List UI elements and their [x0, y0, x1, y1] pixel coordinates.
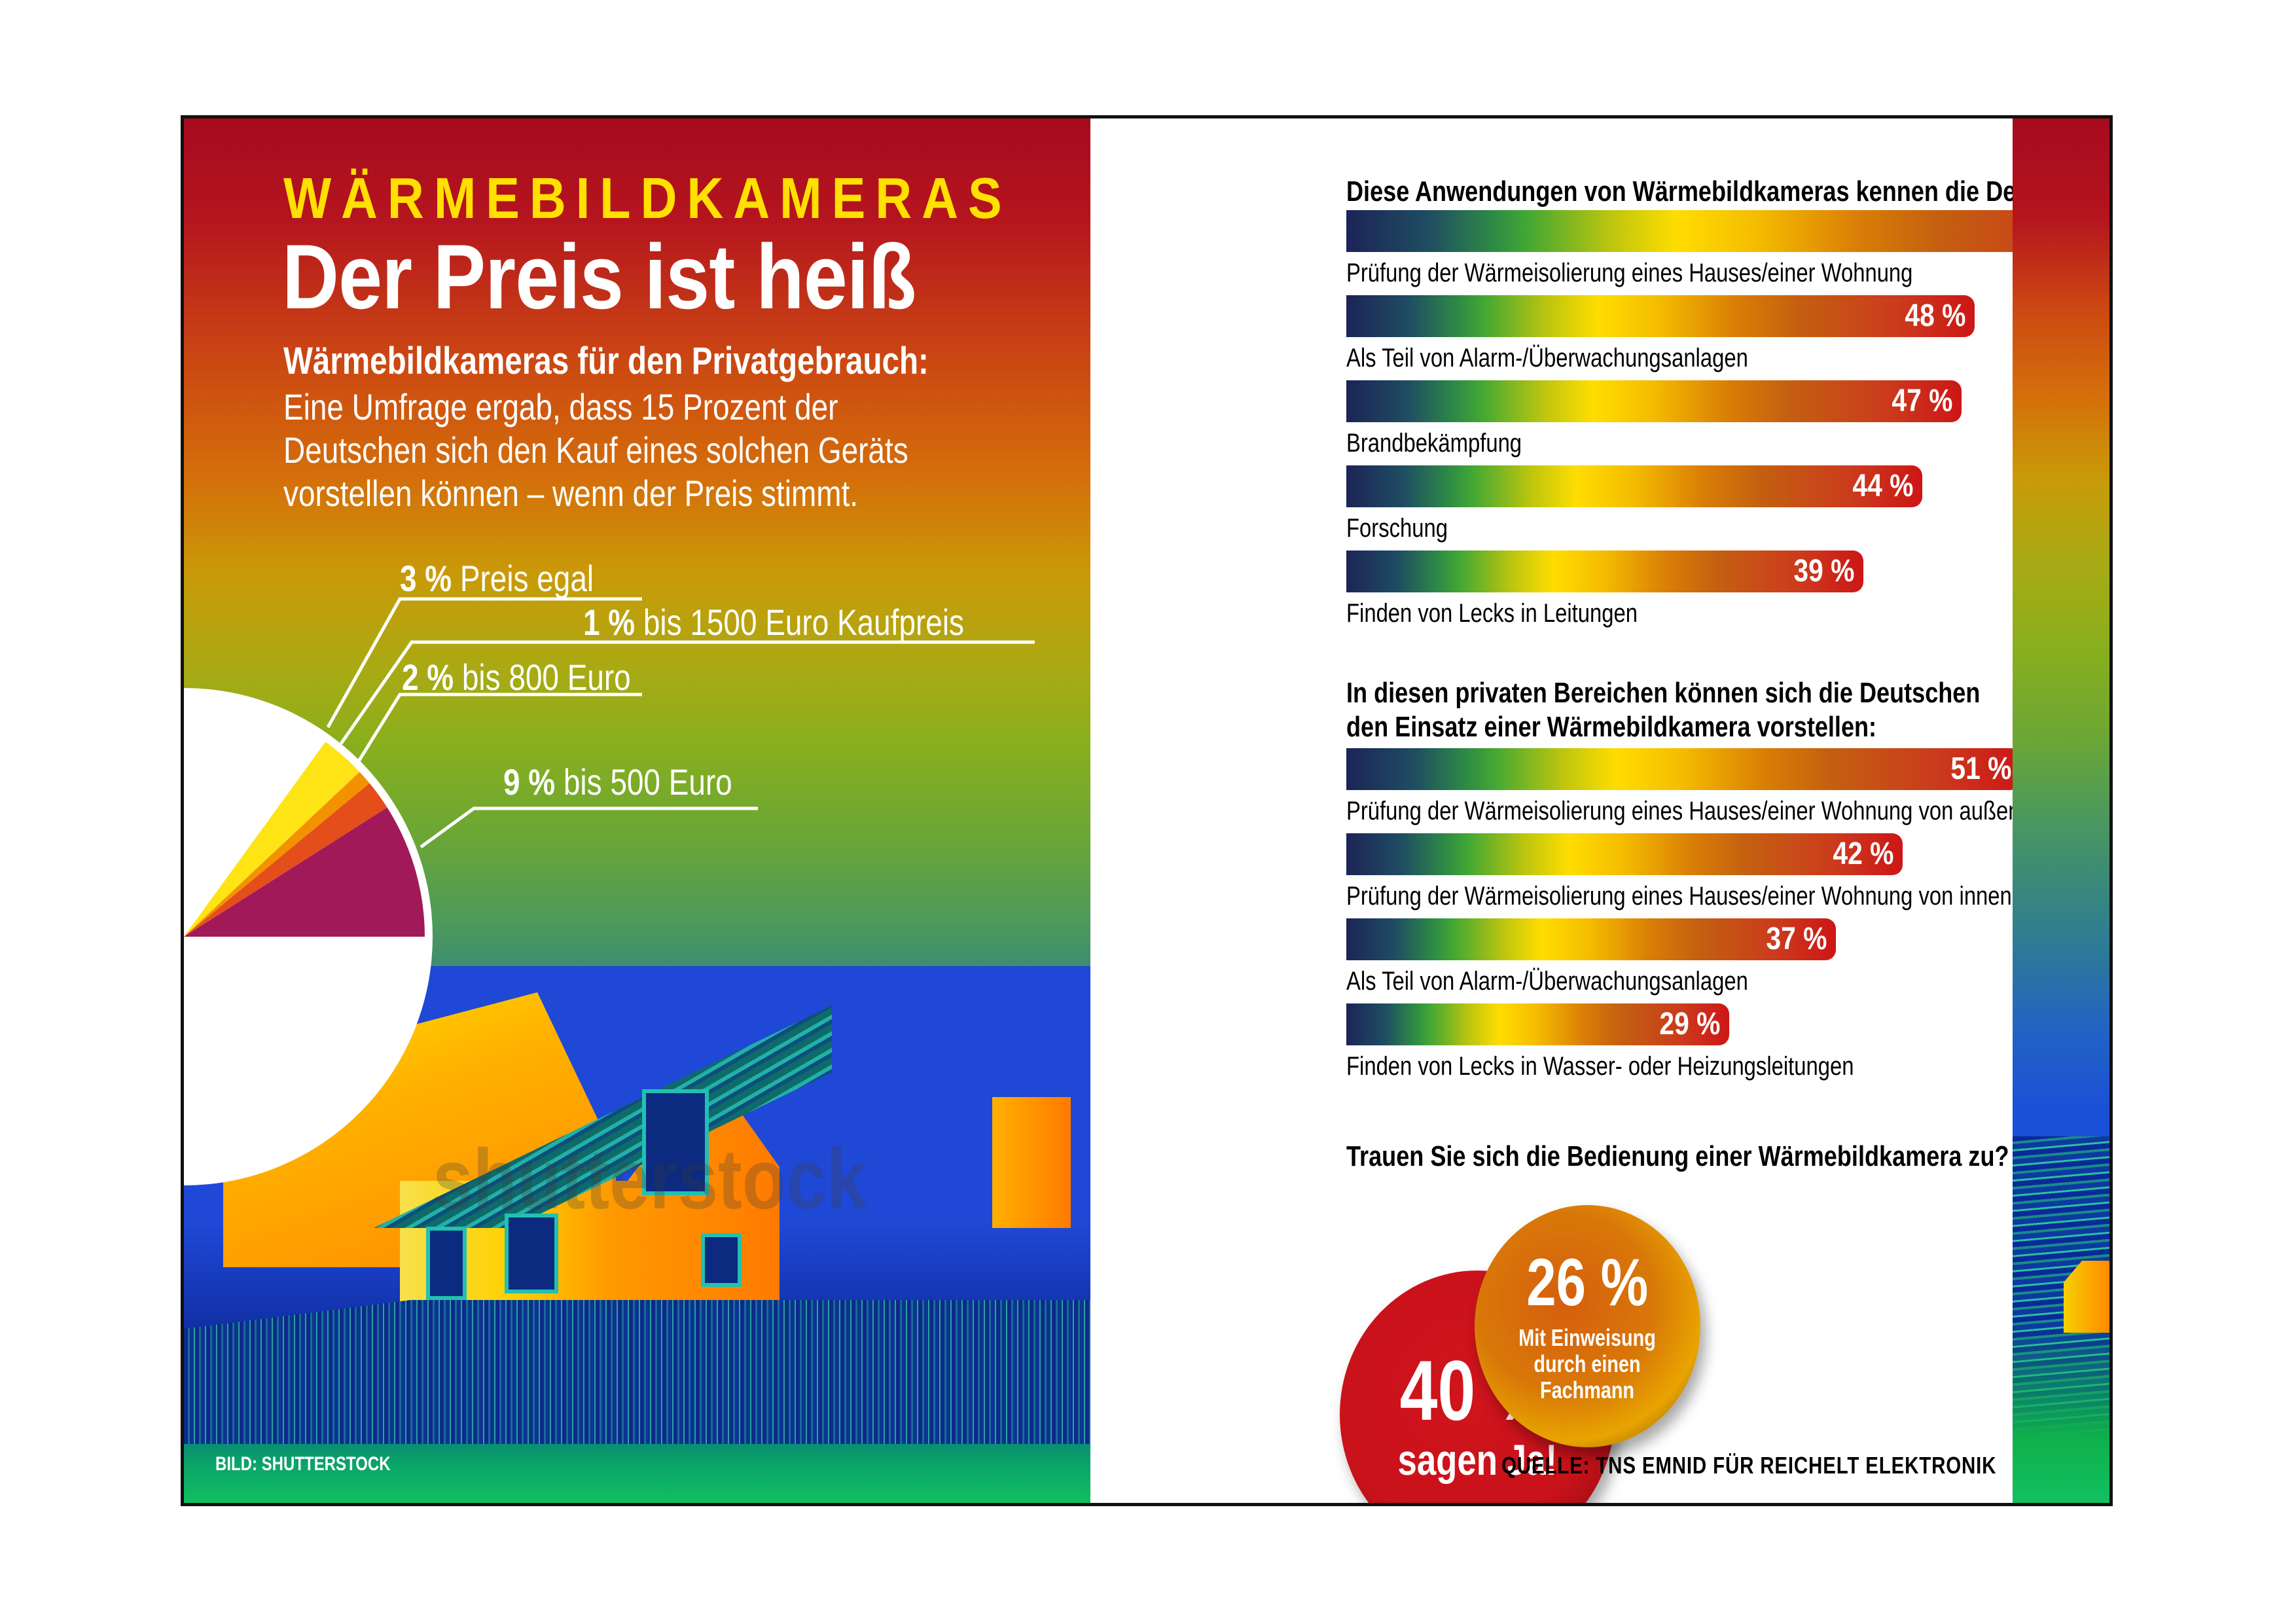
- bar-label: Als Teil von Alarm-/Überwachungsanlagen: [1346, 967, 1748, 996]
- bar-label: Prüfung der Wärmeisolierung eines Hauses…: [1346, 797, 2020, 825]
- photo-window: [426, 1227, 467, 1300]
- bar-s2-leaks: 29 %: [1346, 1003, 1729, 1045]
- bar-label: Als Teil von Alarm-/Überwachungsanlagen: [1346, 344, 1748, 372]
- statistics-panel: Diese Anwendungen von Wärmebildkameras k…: [1091, 118, 2109, 1503]
- bar-label: Prüfung der Wärmeisolierung eines Hauses…: [1346, 259, 1913, 287]
- badge-expert-value: 26 %: [1526, 1245, 1649, 1320]
- bar-label: Forschung: [1346, 514, 1448, 543]
- bar-value: 29 %: [1659, 1007, 1720, 1041]
- pie-callout-egal: 3 % Preis egal: [400, 558, 594, 599]
- section2-title: In diesen privaten Bereichen können sich…: [1346, 677, 1981, 743]
- bar-s1-research: 44 %: [1346, 465, 1922, 507]
- bar-label: Prüfung der Wärmeisolierung eines Hauses…: [1346, 882, 2012, 911]
- bar-value: 39 %: [1793, 554, 1854, 588]
- source-credit: QUELLE: TNS EMNID FÜR REICHELT ELEKTRONI…: [1501, 1452, 1996, 1479]
- leader-line-egal: [326, 597, 642, 729]
- photo-window: [642, 1089, 709, 1195]
- bar-value: 44 %: [1852, 469, 1913, 503]
- photo-credit: BILD: SHUTTERSTOCK: [215, 1453, 391, 1475]
- bar-label: Finden von Lecks in Leitungen: [1346, 599, 1638, 628]
- pie-callout-500: 9 % bis 500 Euro: [503, 761, 732, 803]
- bar-s1-insulation: 62 %: [1346, 210, 2109, 252]
- watermark: shutterstock: [433, 1131, 867, 1227]
- bar-value: 48 %: [1905, 298, 1965, 333]
- right-gradient-strip: [2013, 118, 2109, 1503]
- lead-heading: Wärmebildkameras für den Privatgebrauch:: [283, 340, 929, 382]
- badge-yes-label: sagen Ja!: [1397, 1435, 1557, 1484]
- badge-expert-label: Mit Einweisung durch einen Fachmann: [1518, 1324, 1657, 1403]
- leader-line-500: [420, 806, 758, 849]
- pie-chart: [184, 597, 1035, 1185]
- infographic-frame: WÄRMEBILDKAMERAS Der Preis ist heiß Wärm…: [181, 115, 2113, 1506]
- pie-slice-1500: [184, 772, 370, 937]
- bar-label: Finden von Lecks in Wasser- oder Heizung…: [1346, 1052, 1854, 1081]
- pie-slice-egal: [184, 742, 360, 937]
- lead-line: Deutschen sich den Kauf eines solchen Ge…: [283, 429, 908, 471]
- section1-title: Diese Anwendungen von Wärmebildkameras k…: [1346, 175, 2113, 208]
- bar-s1-firefighting: 47 %: [1346, 380, 1962, 422]
- leader-line-1500: [339, 640, 1035, 745]
- kicker-title: WÄRMEBILDKAMERAS: [283, 166, 1012, 230]
- bar-s2-inside: 42 %: [1346, 833, 1903, 875]
- badge-expert: 26 % Mit Einweisung durch einen Fachmann: [1475, 1205, 1700, 1447]
- lead-line: vorstellen können – wenn der Preis stimm…: [283, 473, 858, 514]
- bar-s2-alarm: 37 %: [1346, 918, 1836, 960]
- bar-label: Brandbekämpfung: [1346, 429, 1522, 458]
- photo-window: [505, 1214, 558, 1293]
- lead-line: Eine Umfrage ergab, dass 15 Prozent der: [283, 386, 838, 427]
- leader-line-800: [353, 693, 642, 768]
- bar-value: 37 %: [1766, 922, 1827, 956]
- bar-value: 47 %: [1892, 384, 1952, 418]
- photo-tower: [992, 1097, 1071, 1228]
- pie-callout-1500: 1 % bis 1500 Euro Kaufpreis: [583, 602, 965, 643]
- pie-slice-800: [184, 783, 387, 937]
- left-panel: WÄRMEBILDKAMERAS Der Preis ist heiß Wärm…: [184, 118, 1090, 1503]
- lead-paragraph: Eine Umfrage ergab, dass 15 Prozent der …: [283, 386, 908, 515]
- photo-window: [701, 1233, 742, 1287]
- bar-s1-leaks: 39 %: [1346, 550, 1863, 592]
- headline: Der Preis ist heiß: [282, 225, 916, 328]
- bar-s1-alarm: 48 %: [1346, 295, 1975, 337]
- bar-s2-outside: 51 %: [1346, 748, 2020, 790]
- pie-callout-800: 2 % bis 800 Euro: [402, 657, 631, 698]
- bar-value: 42 %: [1833, 837, 1893, 871]
- section3-title: Trauen Sie sich die Bedienung einer Wärm…: [1346, 1140, 2009, 1172]
- bar-value: 51 %: [1950, 751, 2011, 786]
- photo-hedge: [184, 1300, 1090, 1444]
- pie-slice-500: [184, 807, 425, 937]
